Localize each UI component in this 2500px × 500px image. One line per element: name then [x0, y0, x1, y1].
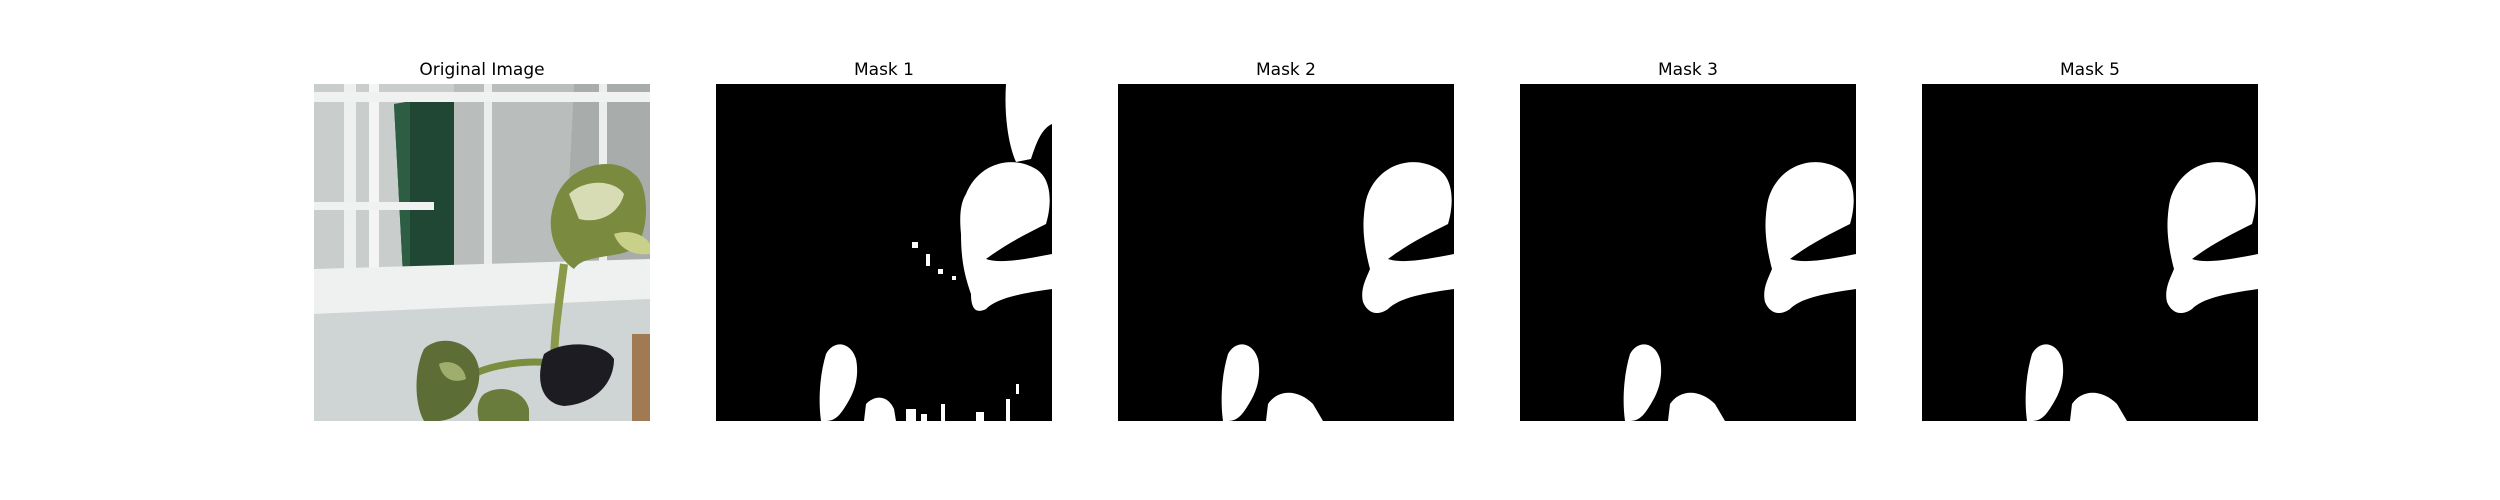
- mask-image: [1118, 84, 1454, 421]
- panel-original-image: Original Image: [314, 0, 650, 500]
- mask-image: [1922, 84, 2258, 421]
- original-photo: [314, 84, 650, 421]
- panel-title: Mask 5: [2059, 60, 2120, 80]
- panel-title: Original Image: [419, 60, 545, 80]
- mask-image: [716, 84, 1052, 421]
- panel-mask-5: Mask 5: [1922, 0, 2258, 500]
- panel-mask-1: Mask 1: [716, 0, 1052, 500]
- panel-title: Mask 1: [853, 60, 914, 80]
- panel-mask-3: Mask 3: [1520, 0, 1856, 500]
- panel-title: Mask 2: [1255, 60, 1316, 80]
- mask-image: [1520, 84, 1856, 421]
- panel-mask-2: Mask 2: [1118, 0, 1454, 500]
- panel-title: Mask 3: [1657, 60, 1718, 80]
